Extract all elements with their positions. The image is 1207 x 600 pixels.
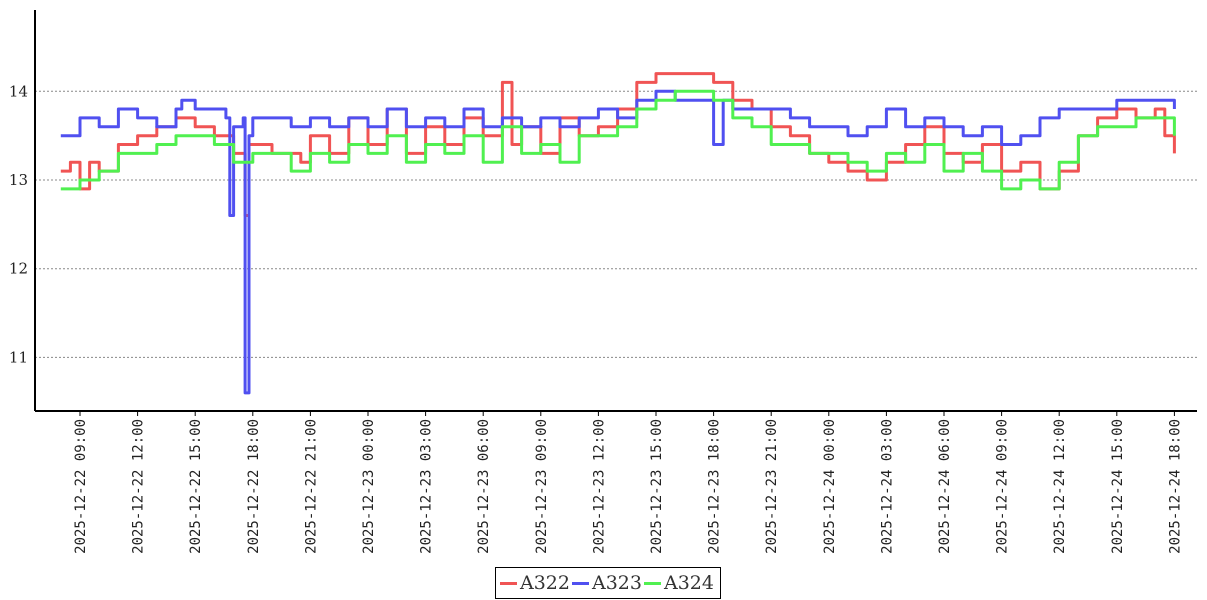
x-tick-label: 2025-12-22 15:00 [188, 419, 204, 554]
x-tick-label: 2025-12-23 12:00 [591, 419, 607, 554]
legend: A322 A323 A324 [495, 567, 721, 599]
x-tick-label: 2025-12-24 00:00 [822, 419, 838, 554]
x-tick-label: 2025-12-23 03:00 [419, 419, 435, 554]
x-tick-label: 2025-12-24 06:00 [937, 419, 953, 554]
x-tick-label: 2025-12-22 09:00 [73, 419, 89, 554]
x-tick-label: 2025-12-23 18:00 [707, 419, 723, 554]
y-tick-label: 12 [9, 260, 28, 278]
series-line-a324 [60, 89, 1176, 191]
x-tick-label: 2025-12-22 12:00 [131, 419, 147, 554]
legend-label: A322 [520, 572, 570, 594]
x-tick-label: 2025-12-24 18:00 [1167, 419, 1183, 554]
x-tick-label: 2025-12-23 06:00 [476, 419, 492, 554]
x-tick-label: 2025-12-24 15:00 [1110, 419, 1126, 554]
x-tick-label: 2025-12-23 15:00 [649, 419, 665, 554]
legend-label: A323 [592, 572, 642, 594]
x-tick-label: 2025-12-24 09:00 [995, 419, 1011, 554]
series-line-a323 [60, 89, 1176, 395]
legend-swatch [572, 581, 589, 585]
x-tick-label: 2025-12-24 03:00 [879, 419, 895, 554]
x-tick-label: 2025-12-22 21:00 [303, 419, 319, 554]
x-tick-label: 2025-12-23 00:00 [361, 419, 377, 554]
legend-item-a322: A322 [500, 572, 570, 594]
x-tick-label: 2025-12-23 09:00 [534, 419, 550, 554]
legend-swatch [500, 581, 517, 585]
x-tick-label: 2025-12-24 12:00 [1052, 419, 1068, 554]
y-tick-label: 14 [9, 82, 28, 100]
y-tick-label: 11 [9, 348, 28, 366]
legend-swatch [644, 581, 661, 585]
legend-item-a323: A323 [572, 572, 642, 594]
legend-label: A324 [664, 572, 714, 594]
y-tick-label: 13 [9, 171, 28, 189]
legend-item-a324: A324 [644, 572, 714, 594]
x-tick-label: 2025-12-22 18:00 [246, 419, 262, 554]
x-tick-label: 2025-12-23 21:00 [764, 419, 780, 554]
